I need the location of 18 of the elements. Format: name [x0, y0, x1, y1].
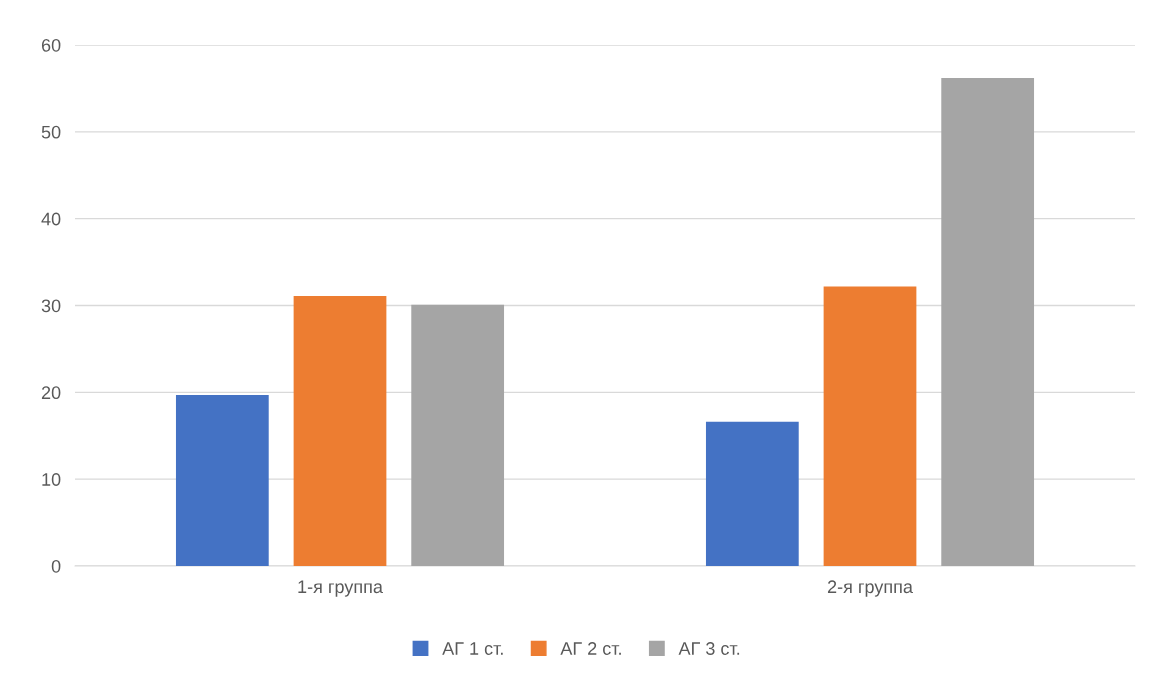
legend-label: АГ 3 ст.	[678, 642, 740, 655]
y-tick-label: 10	[42, 473, 61, 486]
y-tick-label: 50	[41, 125, 61, 139]
y-tick-label: 40	[41, 212, 61, 226]
bar	[411, 304, 505, 566]
legend-label: АГ 2 ст.	[560, 642, 621, 655]
bar	[175, 394, 269, 566]
legend-label: АГ 1 ст.	[442, 642, 503, 655]
y-tick-label: 60	[41, 38, 61, 52]
x-tick-label: 2-я группа	[827, 580, 913, 597]
bar	[705, 421, 799, 566]
x-tick-label: 1-я группа	[298, 580, 383, 597]
y-tick-label: 0	[51, 559, 61, 573]
bar	[823, 286, 917, 566]
bar	[293, 295, 387, 566]
y-tick-label: 30	[41, 299, 61, 313]
y-tick-label: 20	[41, 386, 61, 400]
bar	[941, 78, 1035, 566]
